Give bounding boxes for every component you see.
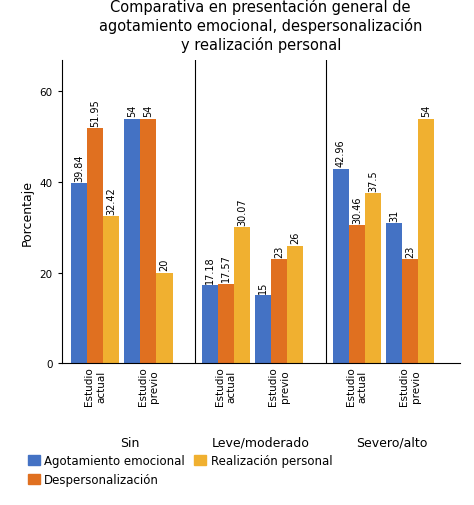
- Text: 32.42: 32.42: [106, 187, 116, 215]
- Bar: [418, 119, 434, 364]
- Text: Sin: Sin: [120, 436, 139, 448]
- Bar: [255, 296, 271, 364]
- Text: 39.84: 39.84: [74, 154, 84, 181]
- Text: 54: 54: [128, 105, 137, 117]
- Text: 17.18: 17.18: [205, 256, 215, 284]
- Text: 42.96: 42.96: [336, 139, 346, 167]
- Text: Severo/alto: Severo/alto: [356, 436, 427, 448]
- Text: 30.07: 30.07: [237, 198, 247, 225]
- Bar: [271, 260, 287, 364]
- Bar: [156, 273, 173, 364]
- Bar: [402, 260, 418, 364]
- Bar: [103, 217, 119, 364]
- Bar: [365, 194, 381, 364]
- Bar: [140, 119, 156, 364]
- Bar: [124, 119, 140, 364]
- Text: 37.5: 37.5: [368, 170, 378, 192]
- Text: Leve/moderado: Leve/moderado: [212, 436, 310, 448]
- Bar: [234, 228, 250, 364]
- Text: 26: 26: [291, 231, 301, 244]
- Text: 17.57: 17.57: [221, 254, 231, 282]
- Legend: Agotamiento emocional, Despersonalización, Realización personal: Agotamiento emocional, Despersonalizació…: [27, 454, 333, 486]
- Text: 23: 23: [405, 245, 415, 258]
- Bar: [202, 286, 218, 364]
- Title: Comparativa en presentación general de
agotamiento emocional, despersonalización: Comparativa en presentación general de a…: [99, 0, 422, 53]
- Bar: [333, 169, 349, 364]
- Text: 30.46: 30.46: [352, 196, 362, 224]
- Bar: [71, 183, 87, 364]
- Bar: [287, 246, 303, 364]
- Bar: [87, 129, 103, 364]
- Text: 20: 20: [159, 259, 170, 271]
- Bar: [386, 223, 402, 364]
- Y-axis label: Porcentaje: Porcentaje: [21, 179, 34, 245]
- Text: 54: 54: [144, 105, 154, 117]
- Bar: [349, 226, 365, 364]
- Text: 54: 54: [421, 105, 431, 117]
- Text: 23: 23: [274, 245, 284, 258]
- Text: 31: 31: [389, 209, 399, 221]
- Bar: [218, 284, 234, 364]
- Text: 15: 15: [258, 281, 268, 293]
- Text: 51.95: 51.95: [90, 98, 100, 126]
